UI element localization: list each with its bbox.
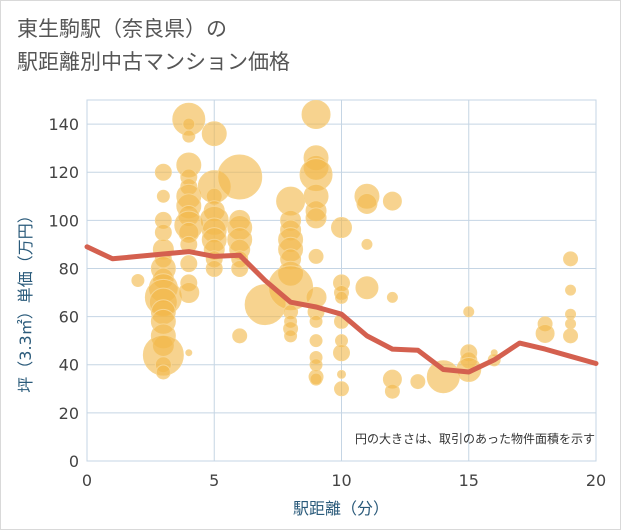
price-bubble bbox=[308, 248, 324, 264]
price-bubble bbox=[284, 329, 298, 343]
price-bubble bbox=[426, 360, 460, 394]
price-bubble bbox=[185, 349, 193, 357]
price-bubble bbox=[565, 318, 577, 330]
price-bubble bbox=[361, 238, 373, 250]
price-bubble bbox=[182, 129, 196, 143]
plot-border bbox=[86, 99, 597, 462]
x-axis-title: 駅距離（分） bbox=[293, 499, 389, 518]
price-bubble bbox=[231, 259, 249, 277]
x-tick-label: 10 bbox=[331, 471, 351, 490]
price-bubble bbox=[410, 374, 426, 390]
y-axis-title: 坪（3.3㎡）単価（万円） bbox=[16, 207, 35, 392]
price-bubble bbox=[535, 323, 555, 343]
price-bubble bbox=[309, 372, 323, 386]
x-tick-label: 5 bbox=[209, 471, 219, 490]
x-tick-label: 0 bbox=[82, 471, 92, 490]
price-bubble bbox=[217, 154, 263, 200]
price-bubble bbox=[305, 207, 327, 229]
price-bubble bbox=[201, 121, 227, 147]
price-bubble bbox=[563, 251, 579, 267]
price-bubble bbox=[334, 381, 349, 397]
chart-title-line1: 東生駒駅（奈良県）の bbox=[17, 17, 227, 41]
y-tick-label: 20 bbox=[59, 404, 79, 423]
price-bubble bbox=[156, 189, 170, 203]
price-bubble bbox=[309, 358, 323, 372]
price-bubble bbox=[386, 291, 398, 303]
price-bubble bbox=[131, 274, 145, 287]
price-bubble bbox=[355, 276, 379, 300]
price-bubble bbox=[333, 344, 350, 362]
price-bubble bbox=[384, 383, 400, 399]
price-bubble bbox=[337, 369, 346, 379]
y-tick-label: 140 bbox=[48, 115, 79, 134]
price-bubble bbox=[463, 306, 475, 318]
line-layer bbox=[84, 244, 599, 375]
price-bubble bbox=[180, 255, 198, 273]
y-tick-label: 80 bbox=[59, 259, 79, 278]
price-bubble bbox=[232, 328, 248, 344]
x-tick-label: 20 bbox=[586, 471, 606, 490]
price-bubble bbox=[382, 191, 402, 211]
bubble-size-note: 円の大きさは、取引のあった物件面積を示す bbox=[355, 431, 595, 446]
chart-title: 東生駒駅（奈良県）の 駅距離別中古マンション価格 bbox=[17, 13, 290, 79]
price-bubble bbox=[182, 117, 196, 131]
x-tick-label: 15 bbox=[459, 471, 479, 490]
y-tick-label: 120 bbox=[48, 163, 79, 182]
price-bubble bbox=[331, 217, 352, 239]
price-bubble bbox=[309, 314, 323, 328]
price-bubble bbox=[356, 192, 378, 214]
price-bubble bbox=[178, 282, 200, 304]
y-tick-label: 60 bbox=[59, 308, 79, 327]
price-bubble bbox=[335, 290, 348, 304]
price-bubble bbox=[565, 284, 577, 296]
chart-title-line2: 駅距離別中古マンション価格 bbox=[17, 50, 290, 74]
y-tick-label: 100 bbox=[48, 211, 79, 230]
price-bubble bbox=[565, 308, 577, 320]
y-tick-label: 40 bbox=[59, 356, 79, 375]
price-bubble bbox=[154, 163, 172, 181]
price-bubble bbox=[154, 223, 172, 241]
y-tick-label: 0 bbox=[69, 452, 79, 471]
average-price-line bbox=[84, 244, 599, 375]
price-bubble bbox=[155, 364, 171, 380]
price-bubble bbox=[205, 259, 223, 277]
price-bubble bbox=[563, 328, 579, 344]
price-bubble bbox=[309, 334, 323, 348]
price-bubble bbox=[301, 99, 331, 129]
tick-layer: 0 5 10 15 20 0 20 40 60 80 100 120 140 bbox=[48, 115, 606, 490]
